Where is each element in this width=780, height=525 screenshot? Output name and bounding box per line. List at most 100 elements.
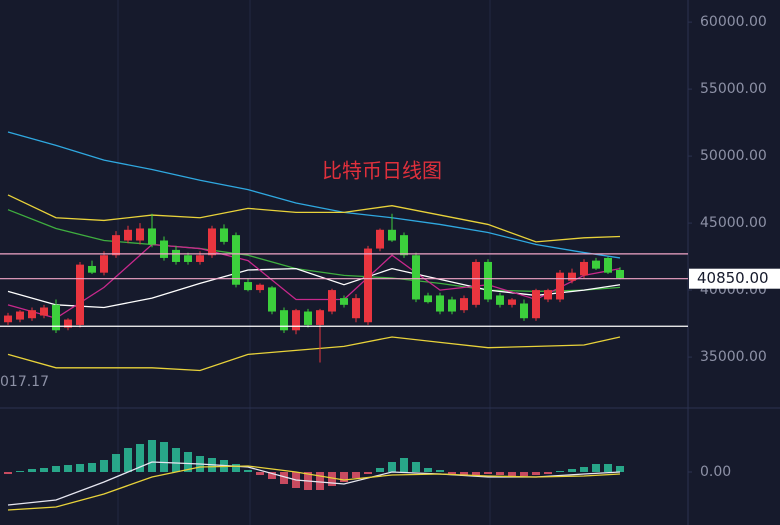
candle-body — [124, 229, 132, 241]
macd-bar — [64, 465, 72, 472]
macd-bar — [340, 472, 348, 482]
candle-body — [376, 229, 384, 249]
macd-bar — [256, 472, 264, 475]
candle-body — [388, 229, 396, 241]
y-tick-label: 55000.00 — [700, 81, 767, 97]
macd-bar — [388, 462, 396, 472]
y-tick-label: 35000.00 — [700, 349, 767, 365]
indicator-line — [7, 243, 621, 319]
macd-bar — [496, 472, 504, 475]
y-tick-label: 0.00 — [700, 464, 731, 480]
candle-body — [352, 298, 360, 319]
macd-bar — [592, 464, 600, 472]
macd-bar — [412, 462, 420, 472]
macd-bar — [448, 472, 456, 474]
candle-body — [400, 235, 408, 256]
macd-bar — [556, 471, 564, 472]
macd-bar — [364, 472, 372, 474]
chart-title: 比特币日线图 — [322, 159, 442, 183]
candle-body — [520, 303, 528, 319]
candle-body — [496, 295, 504, 305]
candle-body — [52, 304, 60, 331]
candle-body — [460, 298, 468, 311]
macd-bar — [16, 471, 24, 472]
candle-body — [220, 228, 228, 242]
candle-body — [316, 310, 324, 325]
macd-bar — [316, 472, 324, 490]
candle-body — [244, 282, 252, 291]
candle-body — [208, 228, 216, 256]
macd-bar — [604, 464, 612, 472]
candle-body — [172, 249, 180, 262]
macd-bar — [484, 472, 492, 474]
candle-body — [616, 269, 624, 279]
candle-body — [448, 299, 456, 312]
macd-bar — [472, 472, 480, 475]
indicator-line — [7, 465, 621, 511]
macd-bar — [232, 464, 240, 472]
macd-bar — [136, 444, 144, 472]
candle-body — [532, 290, 540, 319]
candle-body — [148, 228, 156, 245]
macd-bar — [352, 472, 360, 478]
candle-body — [544, 290, 552, 300]
candle-body — [328, 290, 336, 312]
corner-label: 017.17 — [0, 374, 49, 390]
candle-body — [256, 284, 264, 291]
candle-body — [364, 248, 372, 323]
candle-body — [136, 228, 144, 241]
candle-body — [40, 307, 48, 316]
macd-bar — [160, 442, 168, 472]
macd-bar — [100, 460, 108, 472]
price-label: 40850.00 — [697, 269, 769, 287]
macd-bar — [88, 463, 96, 472]
macd-bar — [376, 468, 384, 472]
macd-bar — [40, 468, 48, 472]
candle-body — [184, 255, 192, 262]
macd-bar — [268, 472, 276, 479]
macd-bar — [76, 464, 84, 472]
macd-bar — [544, 472, 552, 474]
y-tick-label: 60000.00 — [700, 14, 767, 30]
candle-body — [4, 315, 12, 323]
candle-body — [556, 272, 564, 300]
candle-body — [88, 265, 96, 273]
candle-body — [424, 295, 432, 303]
candle-body — [196, 255, 204, 262]
macd-bar — [280, 472, 288, 484]
macd-bar — [568, 469, 576, 472]
candle-body — [580, 261, 588, 276]
candle-body — [64, 319, 72, 328]
candle-body — [568, 272, 576, 281]
candle-body — [484, 261, 492, 300]
macd-bar — [580, 467, 588, 472]
indicator-line — [7, 267, 621, 309]
macd-bar — [400, 458, 408, 472]
candle-body — [472, 261, 480, 305]
macd-bar — [52, 466, 60, 472]
candle-body — [604, 257, 612, 273]
candle-body — [16, 311, 24, 320]
macd-bar — [616, 466, 624, 472]
y-tick-label: 50000.00 — [700, 148, 767, 164]
macd-bar — [4, 472, 12, 474]
candle-body — [292, 310, 300, 331]
candle-body — [232, 235, 240, 285]
candle-body — [160, 240, 168, 258]
macd-bar — [124, 448, 132, 472]
candle-body — [412, 255, 420, 300]
macd-bar — [112, 454, 120, 472]
macd-bar — [148, 440, 156, 472]
candle-body — [508, 299, 516, 305]
macd-bar — [532, 472, 540, 475]
candle-body — [100, 255, 108, 273]
macd-bar — [28, 469, 36, 472]
macd-bar — [508, 472, 516, 476]
candle-body — [28, 310, 36, 319]
candle-body — [76, 264, 84, 325]
price-label-box — [689, 268, 780, 289]
macd-bar — [424, 468, 432, 472]
candle-body — [112, 235, 120, 256]
